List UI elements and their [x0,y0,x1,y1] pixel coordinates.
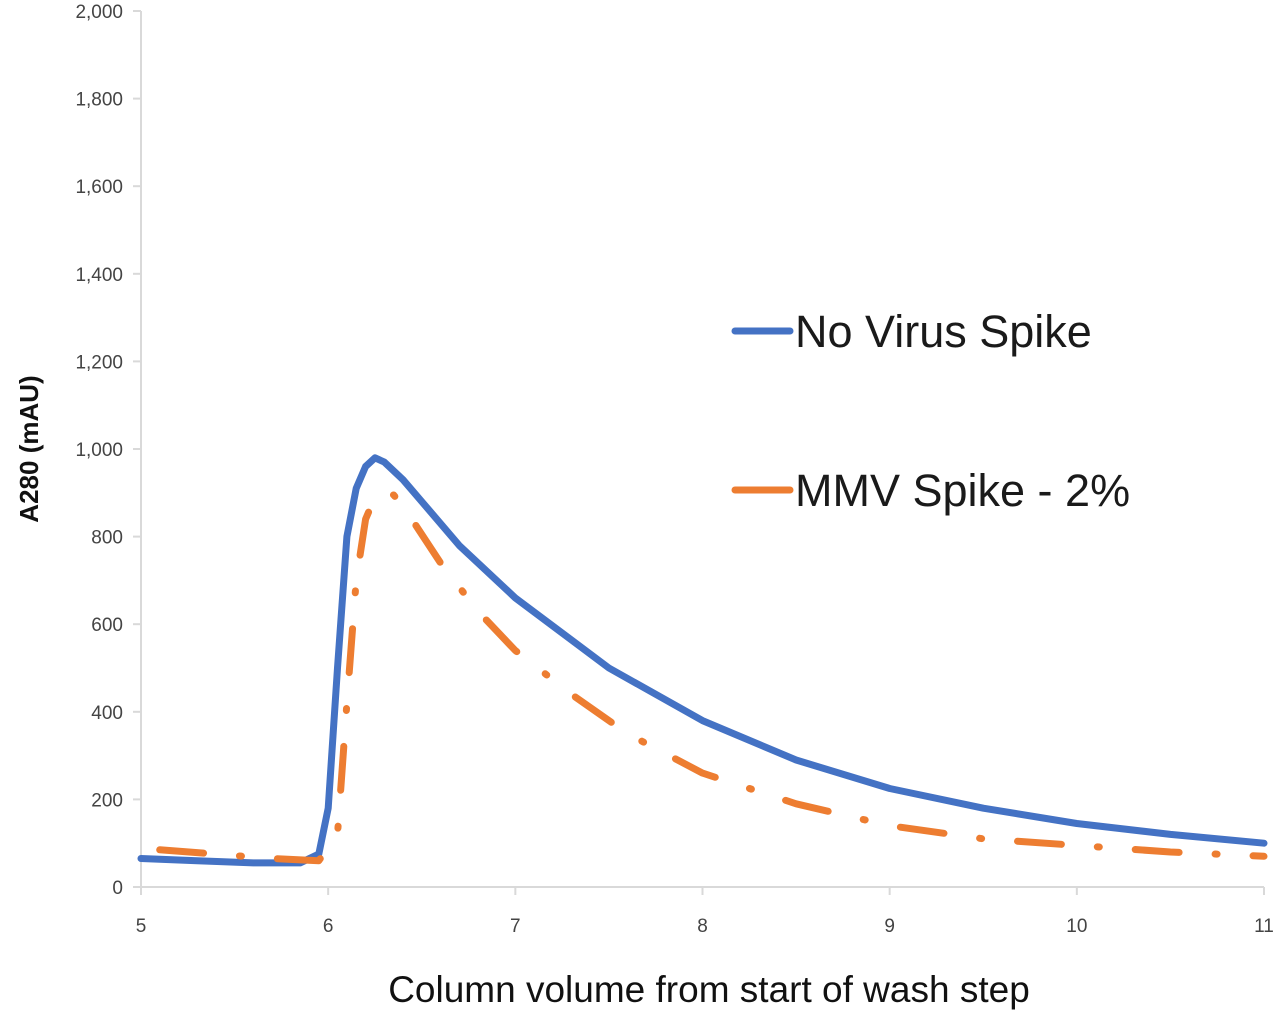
y-tick-label: 600 [91,615,123,636]
y-axis: 0 200 400 600 800 1,000 1,200 1,400 1,600 1,800 2,… [75,2,142,899]
y-tick-label: 2,000 [75,2,123,23]
x-axis-title: Column volume from start of wash step [388,969,1030,1010]
series-line-2 [156,489,1268,865]
y-tick-label: 1,000 [75,440,123,461]
y-tick-label: 1,200 [75,352,123,373]
legend-label-1: No Virus Spike [795,306,1092,357]
plot-area [137,454,1268,867]
y-axis-title: A280 (mAU) [14,375,44,522]
x-tick-label: 11 [1254,916,1274,937]
legend-label-2: MMV Spike - 2% [795,465,1130,516]
y-tick-label: 1,800 [75,90,123,111]
x-tick-label: 6 [323,916,334,937]
x-tick-label: 9 [884,916,895,937]
x-axis: 5 6 7 8 9 10 11 [136,886,1274,937]
x-tick-label: 7 [510,916,521,937]
legend: No Virus Spike MMV Spike - 2% [731,306,1130,516]
series-line-1 [137,454,1268,867]
y-tick-label: 400 [91,703,123,724]
y-tick-label: 800 [91,528,123,549]
x-tick-label: 8 [697,916,708,937]
x-tick-label: 10 [1066,916,1087,937]
x-tick-label: 5 [136,916,147,937]
y-tick-label: 1,400 [75,265,123,286]
y-tick-label: 0 [112,878,123,899]
y-tick-label: 1,600 [75,177,123,198]
y-tick-label: 200 [91,790,123,811]
